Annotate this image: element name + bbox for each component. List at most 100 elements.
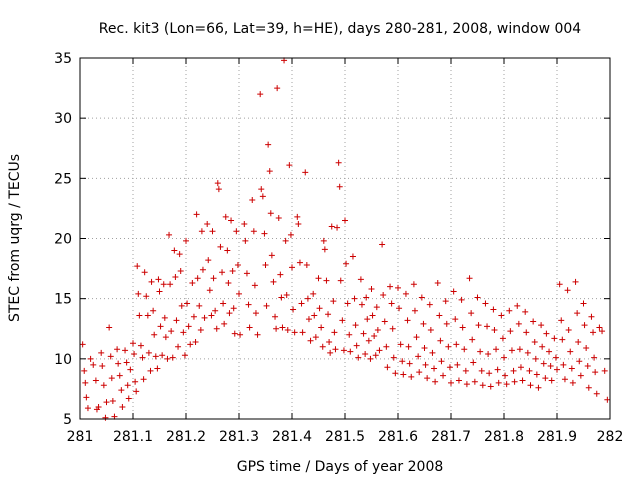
data-point (210, 275, 217, 282)
data-point (167, 281, 174, 288)
data-point (116, 372, 123, 379)
data-point (144, 312, 151, 319)
data-point (424, 375, 431, 382)
data-point (208, 312, 215, 319)
data-point (400, 371, 407, 378)
data-point (469, 336, 476, 343)
data-point (148, 278, 155, 285)
data-point (581, 322, 588, 329)
data-point (141, 269, 148, 276)
data-point (234, 261, 241, 268)
data-point (546, 348, 553, 355)
data-point (352, 322, 359, 329)
data-point (384, 364, 391, 371)
data-point (81, 367, 88, 374)
data-point (339, 317, 346, 324)
data-point (183, 237, 189, 244)
data-point (254, 331, 261, 338)
data-point (194, 275, 201, 282)
x-tick-label: 281.7 (431, 429, 471, 445)
data-point (538, 322, 545, 329)
data-point (426, 301, 433, 308)
data-point (574, 310, 581, 317)
data-point (347, 348, 354, 355)
data-point (486, 370, 493, 377)
data-point (272, 313, 279, 320)
data-point (390, 354, 397, 361)
data-point (336, 183, 343, 190)
data-point (180, 329, 187, 336)
data-point (374, 326, 381, 333)
data-point (295, 221, 302, 228)
data-point (569, 379, 576, 386)
data-point (493, 346, 500, 353)
data-point (487, 383, 494, 390)
data-point (458, 296, 465, 303)
data-point (187, 341, 194, 348)
data-point (501, 354, 507, 361)
data-point (103, 399, 110, 406)
data-point (565, 326, 572, 333)
data-point (205, 257, 212, 264)
data-point (197, 326, 204, 333)
data-point (463, 381, 470, 388)
data-point (311, 312, 318, 319)
data-point (334, 224, 341, 231)
data-point (243, 270, 250, 277)
data-point (416, 369, 423, 376)
data-point (139, 354, 146, 361)
data-point (279, 324, 286, 331)
x-tick-label: 281.6 (378, 429, 418, 445)
data-point (98, 349, 105, 356)
data-point (351, 295, 358, 302)
data-point (405, 343, 412, 350)
data-point (591, 354, 598, 361)
data-point (499, 335, 506, 342)
data-point (318, 324, 325, 331)
data-point (588, 313, 595, 320)
data-point (231, 330, 238, 337)
data-point (517, 364, 524, 371)
x-tick-label: 282 (597, 429, 624, 445)
data-point (219, 269, 226, 276)
data-point (172, 274, 179, 281)
data-point (410, 281, 417, 288)
data-point (479, 382, 486, 389)
data-point (178, 302, 185, 309)
data-point (204, 221, 211, 228)
data-point (576, 358, 583, 365)
data-point (241, 221, 248, 228)
data-points (79, 57, 611, 421)
data-point (406, 360, 413, 367)
data-point (259, 193, 266, 200)
y-axis: 5 10 15 20 25 30 35 (54, 51, 610, 428)
data-point (432, 378, 439, 385)
data-point (143, 293, 150, 300)
data-point (108, 375, 115, 382)
data-point (438, 358, 445, 365)
data-point (192, 338, 199, 345)
data-point (220, 300, 227, 307)
data-point (592, 369, 599, 376)
data-point (298, 300, 305, 307)
data-point (590, 329, 597, 336)
data-point (90, 361, 97, 368)
data-point (273, 325, 280, 332)
data-point (214, 180, 221, 187)
data-point (402, 290, 409, 297)
data-point (362, 351, 369, 358)
data-point (454, 361, 461, 368)
data-point (548, 377, 555, 384)
data-point (478, 367, 485, 374)
data-point (344, 300, 351, 307)
data-point (173, 317, 180, 324)
data-point (485, 351, 492, 358)
data-point (498, 312, 505, 319)
data-point (540, 360, 547, 367)
data-point (443, 320, 450, 327)
data-point (556, 281, 563, 288)
data-point (189, 280, 196, 287)
data-point (145, 349, 152, 356)
data-point (453, 341, 460, 348)
data-point (526, 367, 533, 374)
